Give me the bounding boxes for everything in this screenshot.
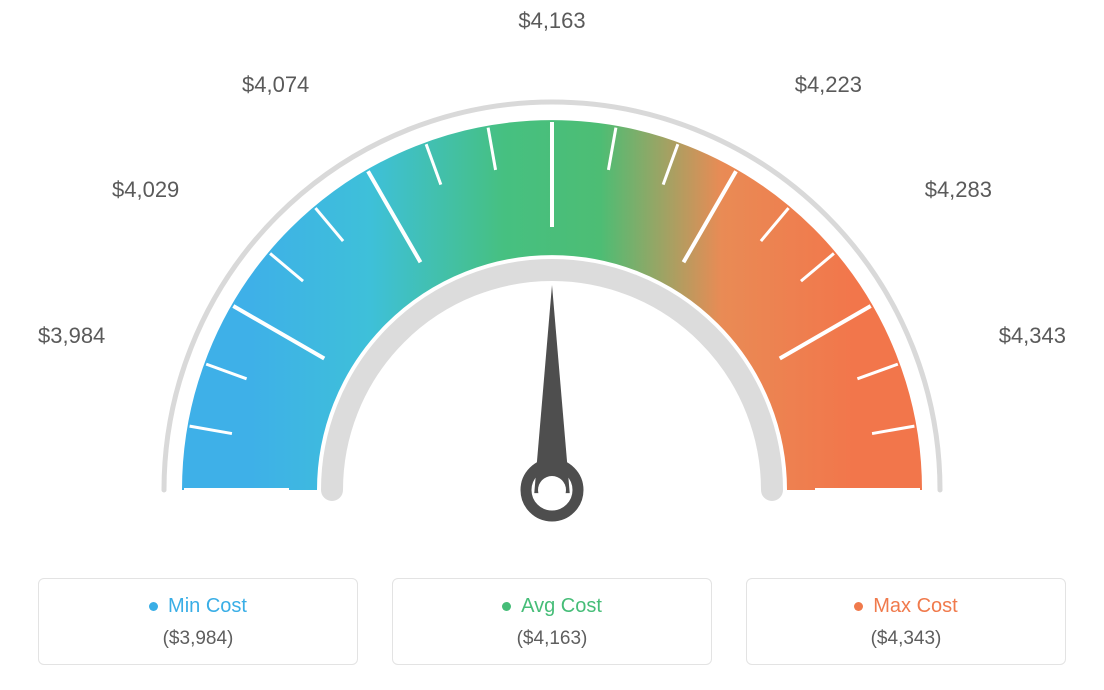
- legend-value-avg: ($4,163): [411, 628, 693, 650]
- dot-icon-avg: [502, 602, 511, 611]
- gauge-tick-label: $4,074: [242, 72, 309, 98]
- gauge-tick-label: $3,984: [38, 323, 105, 349]
- legend-card-min: Min Cost ($3,984): [38, 578, 358, 665]
- gauge-tick-label: $4,343: [999, 323, 1066, 349]
- legend-title-max: Max Cost: [854, 595, 957, 618]
- legend-title-min: Min Cost: [149, 595, 247, 618]
- legend-label-min: Min Cost: [168, 595, 247, 618]
- gauge-tick-label: $4,223: [795, 72, 862, 98]
- legend-card-max: Max Cost ($4,343): [746, 578, 1066, 665]
- legend-row: Min Cost ($3,984) Avg Cost ($4,163) Max …: [0, 578, 1104, 665]
- cost-gauge: $3,984 $4,029 $4,074 $4,163 $4,223 $4,283 $4,3…: [0, 0, 1104, 560]
- legend-label-avg: Avg Cost: [521, 595, 602, 618]
- legend-label-max: Max Cost: [873, 595, 957, 618]
- gauge-svg: [102, 50, 1002, 560]
- dot-icon-max: [854, 602, 863, 611]
- gauge-tick-label: $4,029: [112, 177, 179, 203]
- legend-card-avg: Avg Cost ($4,163): [392, 578, 712, 665]
- dot-icon-min: [149, 602, 158, 611]
- legend-value-max: ($4,343): [765, 628, 1047, 650]
- legend-title-avg: Avg Cost: [502, 595, 602, 618]
- legend-value-min: ($3,984): [57, 628, 339, 650]
- gauge-tick-label: $4,163: [518, 8, 585, 34]
- gauge-tick-label: $4,283: [925, 177, 992, 203]
